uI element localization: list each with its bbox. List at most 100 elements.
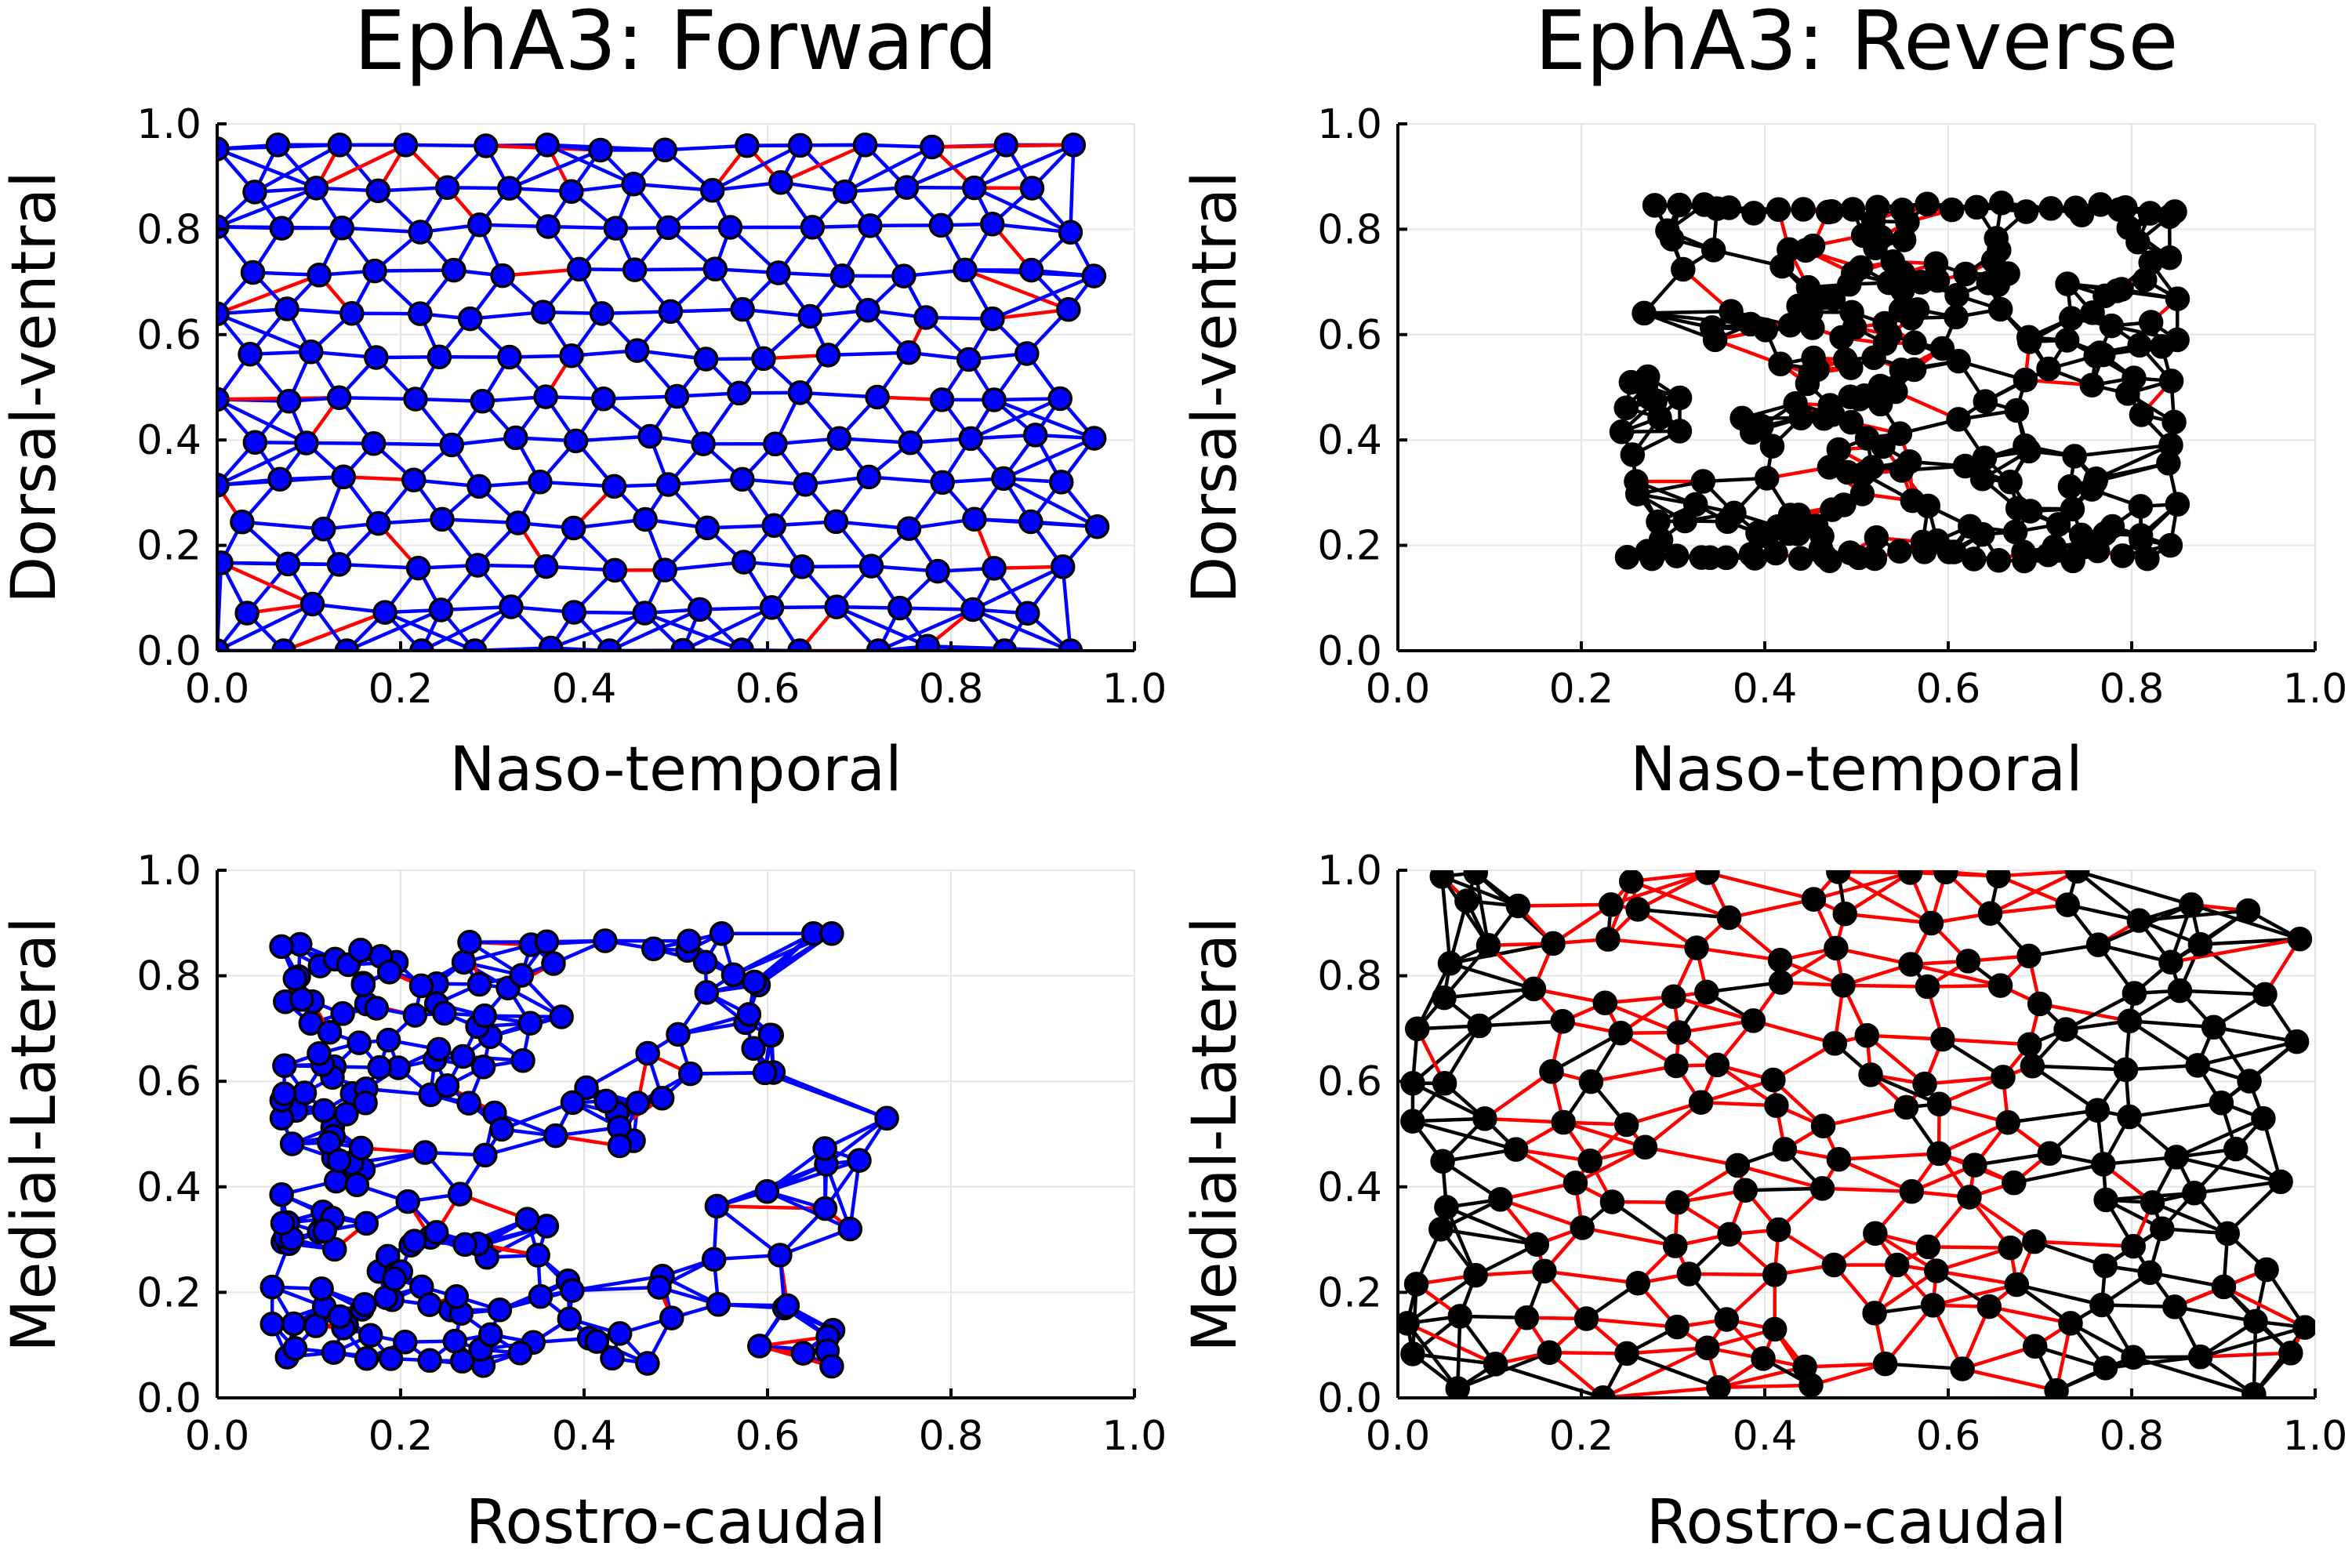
mesh-node: [894, 175, 920, 200]
mesh-edge: [1405, 1321, 1460, 1391]
mesh-edge: [1405, 1273, 1478, 1326]
mesh-node: [1813, 544, 1838, 569]
mesh-node: [1614, 1341, 1639, 1367]
flipped-edge: [1516, 902, 1613, 908]
mesh-edge: [681, 605, 774, 651]
mesh-node: [2079, 372, 2104, 398]
mesh-edge: [2032, 1240, 2107, 1268]
mesh-node: [2164, 1145, 2189, 1170]
mesh-node: [2004, 1272, 2030, 1298]
mesh-node: [2187, 931, 2213, 957]
flipped-edge: [990, 307, 1071, 321]
mesh-node: [1820, 497, 1845, 522]
flipped-edge: [500, 267, 581, 278]
mesh-node: [1667, 385, 1693, 411]
mesh-node: [747, 1334, 772, 1359]
mesh-node: [1864, 524, 1889, 550]
mesh-node: [507, 1340, 533, 1366]
mesh-node: [1858, 1062, 1883, 1087]
mesh-node: [1620, 442, 1646, 467]
mesh-node: [1019, 176, 1045, 201]
mesh-node: [1777, 237, 1802, 262]
mesh-node: [2022, 1334, 2048, 1359]
mesh-node: [339, 301, 365, 326]
mesh-node: [457, 306, 483, 332]
mesh-node: [466, 212, 492, 238]
mesh-node: [584, 1329, 610, 1354]
mesh-node: [1944, 282, 1969, 308]
mesh-node: [1801, 887, 1827, 912]
mesh-node: [1551, 1109, 1577, 1135]
mesh-node: [1056, 297, 1081, 322]
mesh-node: [1964, 194, 1990, 220]
mesh-node: [1014, 601, 1040, 626]
mesh-node: [1428, 1217, 1454, 1242]
mesh-node: [2122, 981, 2147, 1006]
mesh-node: [269, 934, 294, 960]
mesh-node: [1047, 386, 1073, 412]
mesh-node: [1684, 935, 1709, 960]
mesh-node: [896, 516, 922, 541]
mesh-node: [775, 1293, 800, 1319]
mesh-node: [272, 1053, 297, 1078]
mesh-node: [588, 137, 613, 163]
mesh-node: [704, 1193, 730, 1219]
mesh-node: [1445, 1376, 1471, 1398]
mesh-node: [240, 260, 266, 285]
x-axis-label: Rostro-caudal: [466, 1487, 886, 1558]
x-tick-label: 0.2: [368, 1413, 434, 1460]
y-tick-label: 0.6: [1317, 312, 1382, 359]
mesh-edge: [549, 611, 647, 650]
mesh-node: [275, 551, 301, 577]
mesh-node: [2057, 474, 2083, 499]
mesh-node: [1664, 543, 1690, 568]
mesh-node: [2132, 267, 2158, 292]
mesh-node: [1754, 466, 1780, 491]
mesh-node: [1872, 1351, 1898, 1377]
mesh-node: [497, 344, 522, 370]
mesh-node: [534, 929, 560, 955]
mesh-node: [260, 1274, 285, 1300]
flipped-edge: [1601, 1385, 1721, 1398]
mesh-node: [664, 383, 690, 409]
mesh-edge: [2072, 443, 2173, 459]
mesh-node: [2215, 1221, 2240, 1247]
mesh-node: [2053, 1017, 2078, 1042]
mesh-edge: [662, 143, 750, 152]
mesh-node: [348, 938, 373, 963]
mesh-node: [709, 921, 735, 946]
mesh-node: [1632, 300, 1657, 326]
mesh-node: [1740, 1008, 1766, 1033]
mesh-node: [271, 638, 296, 651]
x-tick-label: 0.8: [919, 666, 984, 713]
mesh-node: [2045, 512, 2071, 537]
mesh-node: [2241, 1381, 2267, 1398]
flipped-edge: [1841, 983, 1929, 989]
mesh-node: [217, 387, 230, 412]
mesh-node: [1432, 985, 1457, 1011]
mesh-node: [865, 384, 890, 410]
flipped-edge: [1736, 1163, 1824, 1191]
mesh-edge: [507, 148, 603, 191]
mesh-node: [930, 470, 955, 495]
mesh-node: [1889, 358, 1915, 383]
mesh-node: [824, 594, 849, 619]
mesh-node: [2013, 367, 2038, 393]
mesh-node: [1058, 638, 1083, 651]
y-tick-label: 0.2: [136, 523, 201, 570]
mesh-edge: [545, 143, 636, 187]
flipped-edge: [1837, 1152, 1941, 1161]
mesh-node: [265, 132, 291, 158]
mesh-node: [730, 296, 755, 322]
mesh-node: [1061, 132, 1087, 158]
mesh-node: [1898, 952, 1923, 977]
mesh-edge: [2195, 1040, 2299, 1068]
mesh-node: [1840, 197, 1866, 222]
mesh-node: [517, 1011, 543, 1036]
mesh-node: [1733, 1178, 1759, 1203]
mesh-node: [561, 515, 586, 541]
mesh-node: [2254, 1257, 2279, 1283]
mesh-node: [622, 257, 648, 282]
mesh-node: [1890, 278, 1915, 303]
